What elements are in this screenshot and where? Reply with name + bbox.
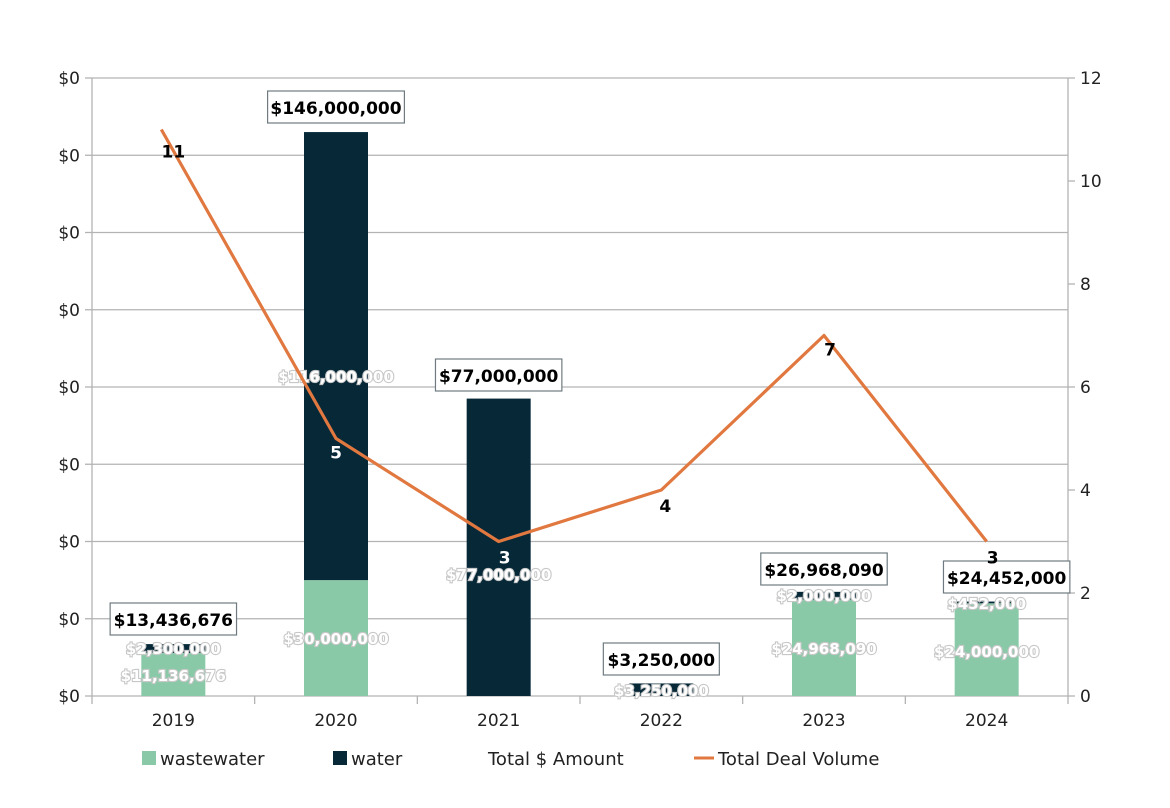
left-tick-label: $0	[58, 224, 80, 244]
left-tick-label: $0	[58, 301, 80, 321]
bar-water	[629, 683, 694, 696]
legend-label: wastewater	[160, 749, 265, 770]
x-tick-label: 2024	[965, 711, 1008, 731]
deal-volume-line	[159, 128, 988, 544]
left-tick-label: $0	[58, 610, 80, 630]
bar-wastewater	[304, 580, 368, 696]
total-label: $146,000,000	[270, 99, 401, 119]
segment-labels: $11,136,676 $30,000,000 $24,968,090 $24,000…	[120, 367, 1041, 701]
deal-volume-line-path	[159, 128, 988, 544]
total-label: $77,000,000	[439, 367, 559, 387]
gridlines	[92, 77, 1068, 620]
right-tick-label: 6	[1080, 378, 1091, 398]
legend-label: Total Deal Volume	[717, 749, 879, 770]
bar-wastewater	[141, 652, 206, 696]
total-label-box	[942, 560, 1071, 594]
volume-label: 3	[987, 549, 999, 569]
x-tick-label: 2022	[640, 711, 683, 731]
right-tick-label: 8	[1080, 275, 1091, 295]
right-tick-label: 2	[1080, 584, 1091, 604]
right-tick-label: 4	[1080, 481, 1091, 501]
volume-labels: 11 5 3 4 7 3	[161, 143, 998, 569]
left-tick-label: $0	[58, 533, 80, 553]
segment-label-wastewater: $24,968,090	[771, 640, 876, 658]
total-label: $13,436,676	[114, 611, 233, 631]
total-label-box	[109, 602, 238, 636]
bar-water	[792, 591, 856, 600]
total-label-box	[760, 552, 888, 586]
total-labels: $13,436,676 $146,000,000 $77,000,000 $3,250…	[109, 90, 1071, 676]
right-tick-label: 10	[1080, 172, 1102, 192]
volume-label: 3	[499, 549, 511, 569]
total-label: $3,250,000	[608, 651, 716, 671]
bar-water	[466, 398, 531, 696]
legend-label: water	[351, 749, 403, 770]
segment-label-water: $3,250,000	[614, 682, 709, 700]
bar-water	[954, 601, 1019, 604]
segment-label-water: $77,000,000	[446, 566, 551, 584]
right-tick-label: 0	[1080, 687, 1091, 707]
bar-water	[141, 644, 206, 653]
right-tick-label: 12	[1080, 69, 1102, 89]
volume-label: 5	[330, 444, 342, 464]
legend-label: Total $ Amount	[487, 749, 624, 770]
total-label: $24,452,000	[947, 569, 1067, 589]
total-label-box	[267, 90, 406, 124]
segment-label-water: $2,000,000	[777, 587, 872, 605]
volume-label: 7	[824, 341, 836, 361]
total-label-box	[602, 642, 720, 676]
legend: wastewater water Total $ Amount Total Deal …	[142, 749, 879, 770]
segment-label-water: $2,300,000	[126, 640, 221, 658]
segment-label-water: $116,000,000	[278, 368, 394, 386]
segment-label-water: $452,000	[947, 595, 1026, 613]
segment-label-wastewater: $30,000,000	[283, 630, 388, 648]
bar-wastewater	[792, 599, 856, 696]
segment-label-wastewater: $11,136,676	[121, 667, 226, 685]
x-tick-label: 2021	[477, 711, 520, 731]
left-tick-label: $0	[58, 69, 80, 89]
axes: $0 $0 $0 $0 $0 $0 $0 $0 $0 0 2 4 6 8 10 12 2019 2020 2021 2…	[58, 69, 1101, 731]
left-tick-label: $0	[58, 146, 80, 166]
legend-swatch-water	[333, 751, 347, 765]
total-label-box	[434, 358, 563, 392]
x-tick-label: 2019	[152, 711, 195, 731]
x-tick-label: 2020	[314, 711, 357, 731]
bar-wastewater	[954, 603, 1019, 696]
legend-swatch-wastewater	[142, 751, 156, 765]
total-label: $26,968,090	[764, 561, 884, 581]
volume-label: 11	[161, 143, 185, 163]
left-tick-label: $0	[58, 687, 80, 707]
x-tick-label: 2023	[802, 711, 845, 731]
bars	[141, 132, 1019, 696]
left-tick-label: $0	[58, 455, 80, 475]
volume-label: 4	[659, 497, 671, 517]
bar-water	[304, 132, 368, 581]
segment-label-wastewater: $24,000,000	[934, 643, 1039, 661]
left-tick-label: $0	[58, 378, 80, 398]
